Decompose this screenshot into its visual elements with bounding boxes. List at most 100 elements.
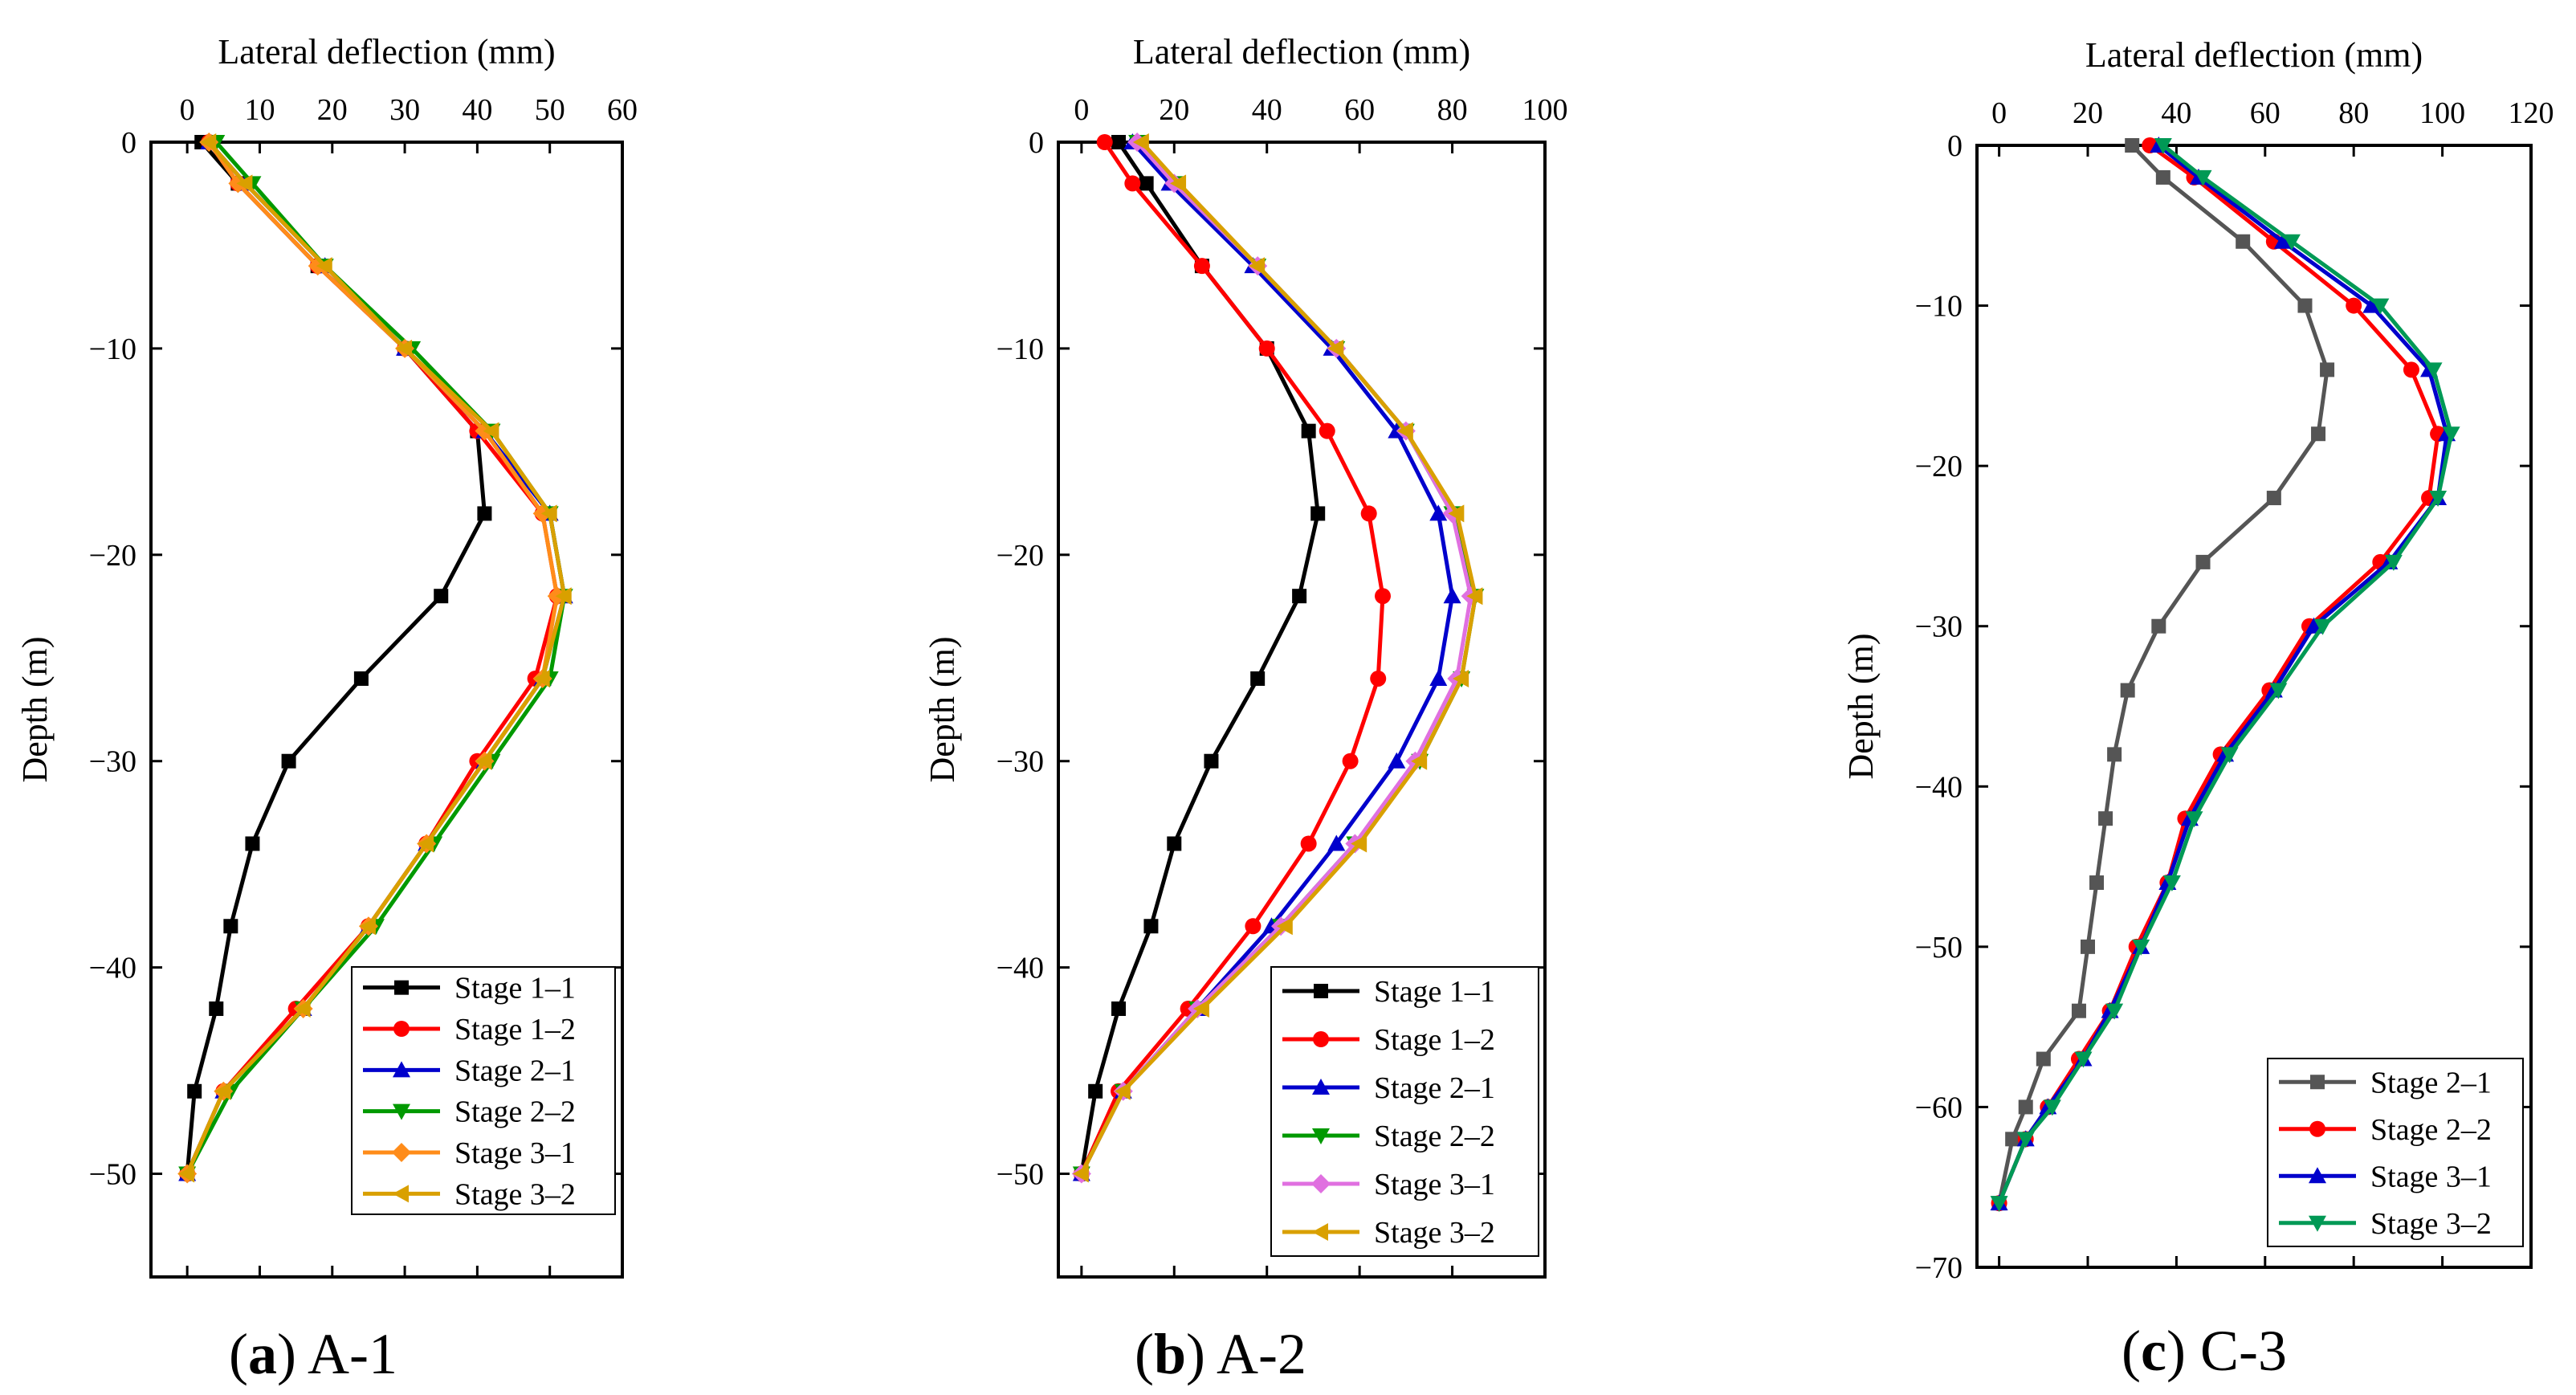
series-line: [1079, 141, 1478, 1175]
x-tick-label: 40: [1252, 93, 1282, 127]
legend-label: Stage 2–1: [454, 1054, 576, 1087]
y-tick-label: −20: [997, 539, 1044, 573]
data-point: [1143, 919, 1159, 934]
data-point: [245, 836, 260, 851]
legend-swatch-marker: [2309, 1120, 2325, 1137]
data-point: [1301, 423, 1316, 438]
legend-swatch-marker: [1314, 984, 1328, 998]
data-point: [1327, 339, 1344, 357]
legend-swatch-marker: [1312, 1079, 1330, 1095]
series-Stage 3–2: [1072, 133, 1483, 1183]
data-point: [2016, 1132, 2035, 1148]
x-axis-title: Lateral deflection (mm): [218, 32, 555, 71]
x-tick-label: 60: [607, 93, 638, 127]
data-point: [2018, 1099, 2033, 1115]
x-tick-label: 20: [317, 93, 348, 127]
plot-frame: [149, 141, 624, 1279]
legend-swatch-marker: [394, 980, 409, 995]
data-point: [1453, 669, 1469, 687]
x-tick-label: 40: [2161, 96, 2191, 130]
data-point: [1388, 752, 1406, 769]
y-tick-label: −30: [89, 745, 137, 779]
x-axis-title: Lateral deflection (mm): [1133, 32, 1470, 71]
caption-letter: b: [1154, 1322, 1186, 1386]
data-point: [2036, 1051, 2051, 1067]
data-point: [1111, 135, 1127, 149]
data-point: [359, 917, 376, 936]
series-Stage 3–2: [1990, 138, 2460, 1213]
data-point: [1342, 753, 1359, 769]
data-point: [1396, 422, 1413, 440]
y-tick-label: −60: [1915, 1091, 1963, 1124]
data-point: [294, 1000, 311, 1018]
data-point: [2371, 298, 2390, 315]
data-point: [2005, 1132, 2020, 1147]
data-point: [316, 257, 332, 275]
data-point: [1429, 669, 1448, 686]
x-tick-label: 10: [244, 93, 275, 127]
data-point: [1249, 257, 1266, 275]
data-point: [2162, 875, 2181, 892]
x-axis-title: Lateral deflection (mm): [2085, 35, 2423, 75]
y-tick-label: 0: [121, 126, 137, 160]
legend-swatch-marker: [2309, 1167, 2326, 1184]
series-Stage 2–1: [1991, 138, 2335, 1211]
y-tick-label: −20: [1915, 450, 1963, 483]
data-point: [2120, 683, 2135, 698]
data-point: [2346, 297, 2362, 314]
data-point: [1443, 587, 1461, 604]
caption-letter: a: [248, 1322, 277, 1386]
legend-label: Stage 1–1: [1374, 975, 1495, 1009]
panel-caption: (a) A-1: [229, 1322, 397, 1386]
legend-box: [1270, 966, 1539, 1257]
plot-frame: [1975, 144, 2533, 1269]
legend-box: [351, 966, 616, 1215]
data-point: [2043, 1099, 2061, 1116]
data-point: [1466, 587, 1483, 606]
data-point: [540, 504, 557, 523]
y-tick-label: −70: [1915, 1251, 1963, 1285]
legend-label: Stage 3–2: [1374, 1216, 1495, 1250]
y-tick-label: −10: [997, 332, 1044, 366]
legend-label: Stage 3–1: [2370, 1160, 2492, 1193]
caption-paren-open: (: [1135, 1322, 1154, 1386]
y-tick-label: −30: [997, 745, 1044, 779]
data-point: [1351, 834, 1367, 853]
y-tick-label: 0: [1029, 126, 1044, 160]
data-point: [2273, 232, 2292, 249]
data-point: [555, 587, 572, 606]
legend-swatch-marker: [2310, 1075, 2325, 1090]
data-point: [2311, 426, 2326, 442]
chart-panel-a: 0 10 20 30 40 50 60 0 −10 −20 −30 −40 −50 Lateral def…: [15, 32, 638, 1386]
legend-label: Stage 2–2: [2370, 1113, 2492, 1147]
x-tick-label: 100: [2419, 96, 2465, 130]
legend-swatch-marker: [393, 1021, 410, 1037]
data-point: [1276, 917, 1293, 936]
data-point: [1170, 174, 1187, 193]
data-point: [2105, 1003, 2124, 1020]
data-point: [2424, 362, 2443, 379]
data-point: [2236, 234, 2251, 249]
data-point: [2220, 747, 2239, 764]
legend-swatch-marker: [393, 1061, 410, 1078]
data-point: [1167, 836, 1182, 851]
data-point: [178, 1165, 195, 1183]
data-point: [2132, 939, 2150, 956]
data-point: [1327, 834, 1346, 851]
legend-swatch-marker: [1312, 1128, 1330, 1144]
data-point: [353, 671, 369, 686]
data-point: [209, 1001, 224, 1017]
panel-caption: (c) C-3: [2122, 1319, 2287, 1383]
data-point: [1193, 258, 1210, 275]
data-point: [1114, 1082, 1131, 1100]
legend-box: [2267, 1058, 2524, 1247]
data-point: [1096, 134, 1113, 150]
data-point: [1292, 589, 1307, 604]
data-point: [396, 339, 413, 357]
x-tick-label: 50: [535, 93, 565, 127]
data-point: [418, 834, 434, 853]
data-point: [1245, 918, 1262, 935]
legend-swatch-marker: [393, 1185, 409, 1203]
y-tick-label: −40: [1915, 770, 1963, 804]
legend-swatch-marker: [2309, 1215, 2326, 1232]
